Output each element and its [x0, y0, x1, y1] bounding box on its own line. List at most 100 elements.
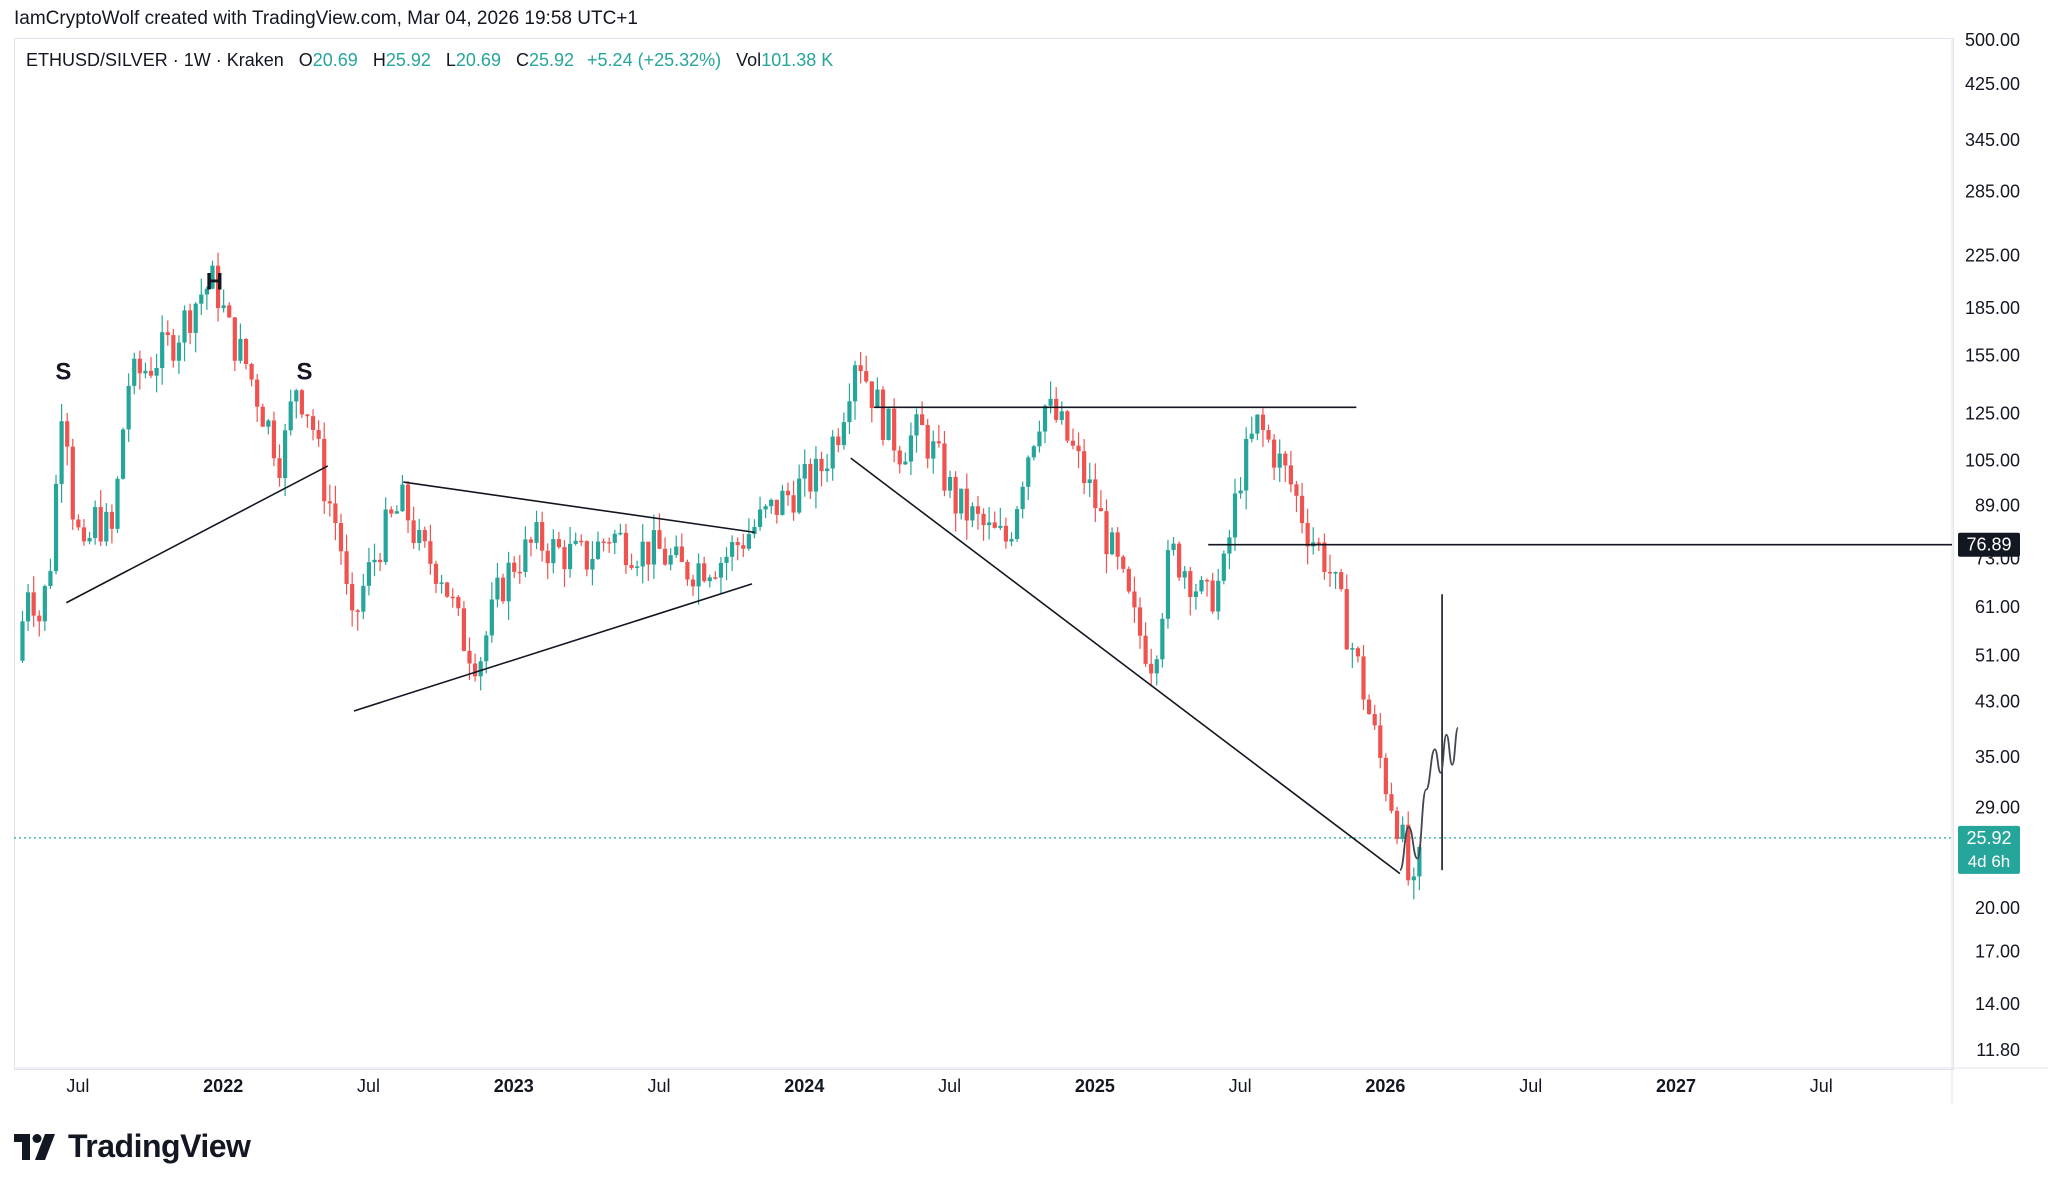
candle-body	[573, 540, 578, 544]
candle-body	[785, 490, 791, 496]
price-tick-label: 17.00	[1975, 942, 2020, 962]
candle-body	[1109, 532, 1115, 555]
candle-body	[495, 577, 500, 600]
candle-body	[897, 450, 902, 465]
price-tick-label: 125.00	[1965, 404, 2020, 424]
candle-body	[1059, 411, 1064, 420]
candle-body	[780, 490, 785, 515]
candle-body	[1249, 433, 1254, 439]
candle-body	[148, 370, 154, 376]
candle-body	[1406, 824, 1411, 881]
symbol-label[interactable]: ETHUSD/SILVER · 1W · Kraken	[26, 50, 284, 70]
candle-body	[132, 358, 137, 386]
candle-body	[1093, 479, 1098, 509]
candle-body	[37, 615, 42, 622]
candle-body	[1372, 714, 1377, 726]
candle-body	[970, 506, 975, 521]
candle-body	[567, 543, 573, 570]
candle-body	[1255, 414, 1260, 434]
candle-body	[696, 563, 701, 587]
price-tick-label: 11.80	[1976, 1040, 2020, 1060]
candle-body	[880, 389, 886, 440]
price-tick-label: 155.00	[1965, 346, 2020, 366]
candle-body	[98, 507, 103, 542]
candle-body	[875, 389, 880, 408]
price-tick-label: 20.00	[1975, 898, 2020, 918]
time-tick-label: 2024	[784, 1076, 824, 1096]
candle-body	[478, 661, 483, 677]
candle-body	[344, 551, 349, 585]
candle-body	[713, 577, 718, 579]
candle-body	[797, 478, 802, 513]
candle-body	[1199, 579, 1204, 592]
candle-body	[361, 585, 366, 612]
candle-body	[869, 381, 874, 408]
candle-body	[1193, 591, 1198, 597]
price-tick-label: 285.00	[1965, 182, 2020, 202]
price-tick-label: 500.00	[1965, 30, 2020, 50]
candle-body	[746, 534, 751, 549]
candle-body	[1154, 659, 1159, 674]
candle-body	[221, 305, 226, 309]
candle-body	[350, 584, 355, 611]
candle-body	[171, 335, 176, 361]
price-tick-label: 35.00	[1975, 747, 2020, 767]
candle-body	[232, 317, 237, 361]
candle-body	[400, 484, 405, 512]
candle-body	[1121, 556, 1126, 569]
candle-body	[154, 367, 159, 376]
candle-body	[1003, 525, 1009, 542]
price-tick-label: 14.00	[1975, 994, 2020, 1014]
candle-body	[1076, 445, 1081, 452]
candle-body	[757, 509, 763, 527]
time-tick-label: Jul	[648, 1076, 671, 1096]
candle-body	[512, 562, 517, 572]
candle-body	[1216, 580, 1221, 612]
candle-body	[813, 458, 819, 492]
candle-body	[1288, 465, 1293, 485]
candle-body	[439, 582, 444, 584]
trendline	[65, 465, 329, 604]
candle-body	[1411, 876, 1416, 881]
candle-body	[562, 547, 567, 570]
candle-body	[322, 438, 327, 502]
open-value: 20.69	[312, 50, 358, 70]
candle-body	[590, 559, 595, 570]
candle-body	[1333, 572, 1338, 574]
candle-body	[724, 556, 729, 563]
candle-body	[1394, 810, 1400, 839]
candle-body	[210, 265, 215, 289]
candle-body	[908, 435, 914, 462]
candle-body	[243, 338, 249, 364]
candle-body	[428, 541, 433, 564]
candle-body	[165, 332, 170, 336]
candle-body	[260, 406, 265, 427]
candle-body	[199, 294, 204, 304]
candle-body	[472, 663, 478, 677]
candle-body	[1238, 490, 1243, 494]
candle-body	[1177, 543, 1182, 578]
candle-body	[338, 523, 344, 552]
candle-body	[143, 370, 148, 374]
candle-body	[1020, 486, 1025, 510]
candle-body	[579, 540, 584, 543]
time-tick-label: 2025	[1075, 1076, 1115, 1096]
candle-body	[394, 511, 399, 514]
candle-body	[500, 577, 506, 602]
tradingview-logo[interactable]: TradingView	[14, 1128, 251, 1165]
candle-body	[1048, 398, 1053, 406]
time-tick-label: 2026	[1365, 1076, 1405, 1096]
candle-body	[584, 541, 589, 570]
candle-body	[1014, 509, 1020, 539]
candle-body	[93, 507, 98, 539]
candle-body	[484, 635, 489, 662]
candle-body	[1299, 495, 1305, 524]
candle-body	[646, 541, 651, 565]
candle-body	[87, 538, 92, 542]
candle-body	[277, 458, 282, 478]
candle-body	[1132, 591, 1137, 608]
candle-body	[774, 499, 779, 515]
change-value: +5.24 (+25.32%)	[587, 50, 722, 70]
candle-body	[534, 522, 539, 543]
